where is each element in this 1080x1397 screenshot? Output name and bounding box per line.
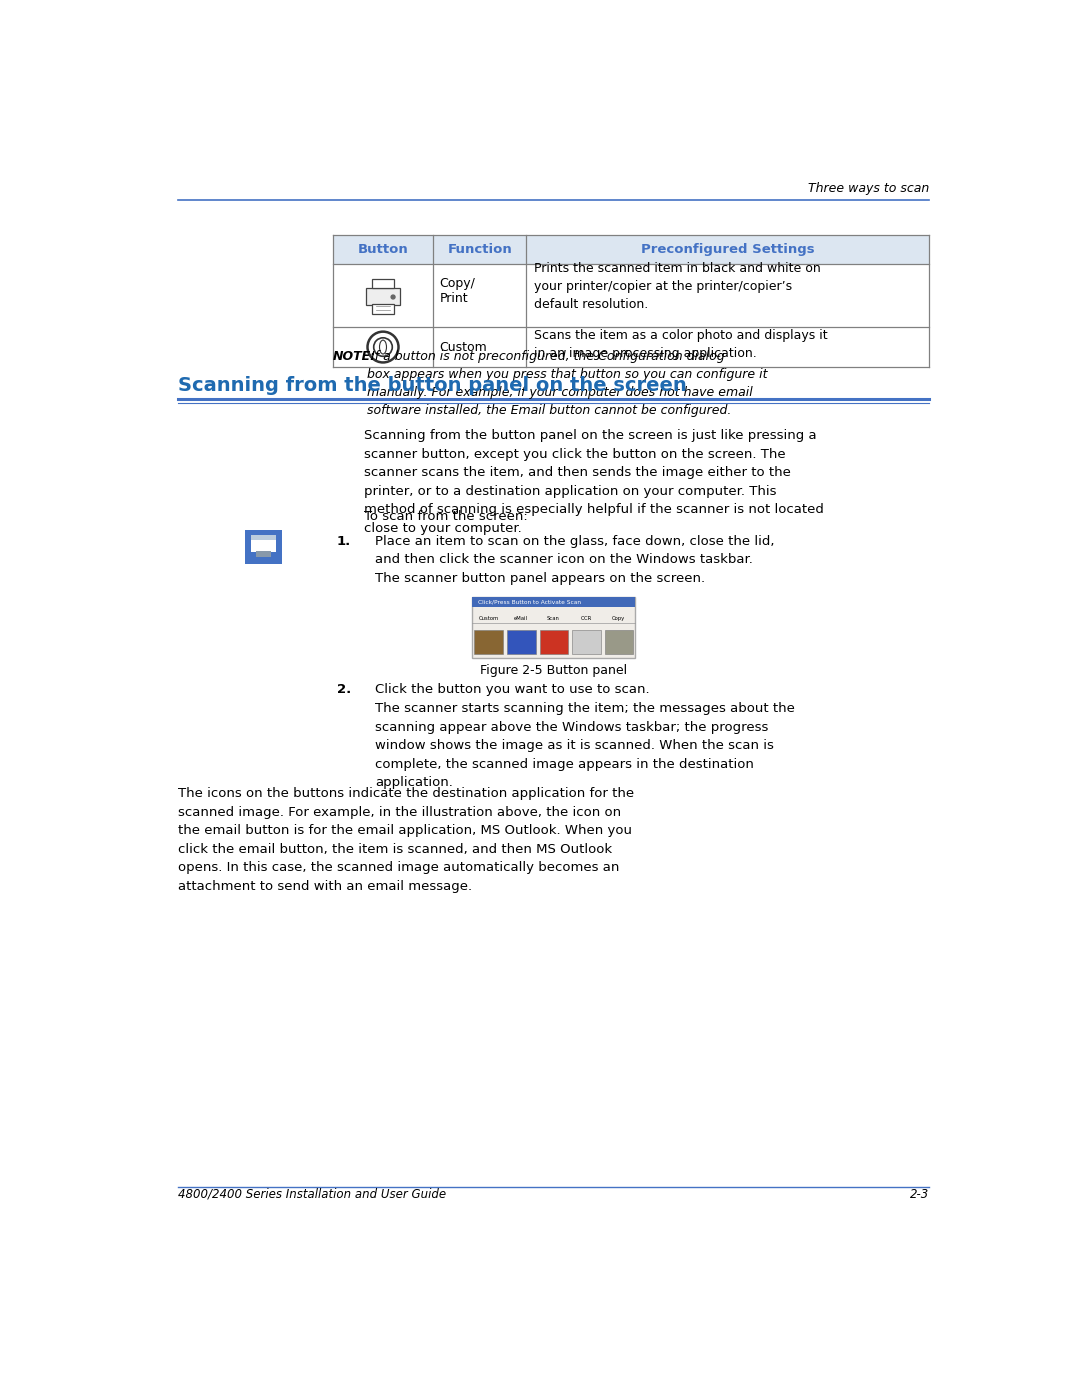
FancyBboxPatch shape xyxy=(252,535,276,539)
Bar xyxy=(373,279,394,288)
Circle shape xyxy=(391,295,395,299)
Text: Copy: Copy xyxy=(612,616,625,622)
Bar xyxy=(373,305,394,314)
FancyBboxPatch shape xyxy=(256,550,271,557)
Text: 2-3: 2-3 xyxy=(910,1187,930,1201)
FancyBboxPatch shape xyxy=(605,630,633,654)
Text: 1.: 1. xyxy=(337,535,351,548)
Text: NOTE:: NOTE: xyxy=(333,351,376,363)
Text: Custom: Custom xyxy=(478,616,499,622)
Text: OCR: OCR xyxy=(580,616,592,622)
Text: Function: Function xyxy=(447,243,512,256)
FancyBboxPatch shape xyxy=(572,630,600,654)
FancyBboxPatch shape xyxy=(245,531,282,564)
Text: Scanning from the button panel on the screen: Scanning from the button panel on the sc… xyxy=(177,376,687,395)
Text: The scanner button panel appears on the screen.: The scanner button panel appears on the … xyxy=(375,571,705,585)
FancyBboxPatch shape xyxy=(472,597,635,658)
FancyBboxPatch shape xyxy=(252,539,276,552)
Text: To scan from the screen:: To scan from the screen: xyxy=(364,510,527,524)
Text: The icons on the buttons indicate the destination application for the
scanned im: The icons on the buttons indicate the de… xyxy=(177,788,634,893)
Text: Custom: Custom xyxy=(440,341,487,353)
Text: Preconfigured Settings: Preconfigured Settings xyxy=(642,243,814,256)
Text: Copy/
Print: Copy/ Print xyxy=(440,277,475,305)
FancyBboxPatch shape xyxy=(507,630,536,654)
Text: Three ways to scan: Three ways to scan xyxy=(808,182,930,194)
Text: 4800/2400 Series Installation and User Guide: 4800/2400 Series Installation and User G… xyxy=(177,1187,446,1201)
FancyBboxPatch shape xyxy=(474,630,503,654)
Text: If a button is not preconfigured, the Configuration dialog
box appears when you : If a button is not preconfigured, the Co… xyxy=(367,351,767,418)
Text: The scanner starts scanning the item; the messages about the
scanning appear abo: The scanner starts scanning the item; th… xyxy=(375,703,795,789)
FancyBboxPatch shape xyxy=(333,235,930,264)
FancyBboxPatch shape xyxy=(366,288,400,305)
Text: Button: Button xyxy=(357,243,408,256)
Text: Click/Press Button to Activate Scan: Click/Press Button to Activate Scan xyxy=(477,599,581,605)
FancyBboxPatch shape xyxy=(472,597,635,608)
Text: Click the button you want to use to scan.: Click the button you want to use to scan… xyxy=(375,683,650,696)
Text: Scan: Scan xyxy=(548,616,559,622)
Text: Scans the item as a color photo and displays it
in an image processing applicati: Scans the item as a color photo and disp… xyxy=(535,330,827,360)
Text: Prints the scanned item in black and white on
your printer/copier at the printer: Prints the scanned item in black and whi… xyxy=(535,261,821,310)
Text: Figure 2-5 Button panel: Figure 2-5 Button panel xyxy=(480,665,627,678)
FancyBboxPatch shape xyxy=(540,630,568,654)
Text: Place an item to scan on the glass, face down, close the lid,
and then click the: Place an item to scan on the glass, face… xyxy=(375,535,774,566)
Text: eMail: eMail xyxy=(514,616,528,622)
Text: 2.: 2. xyxy=(337,683,351,696)
Text: Scanning from the button panel on the screen is just like pressing a
scanner but: Scanning from the button panel on the sc… xyxy=(364,429,824,535)
